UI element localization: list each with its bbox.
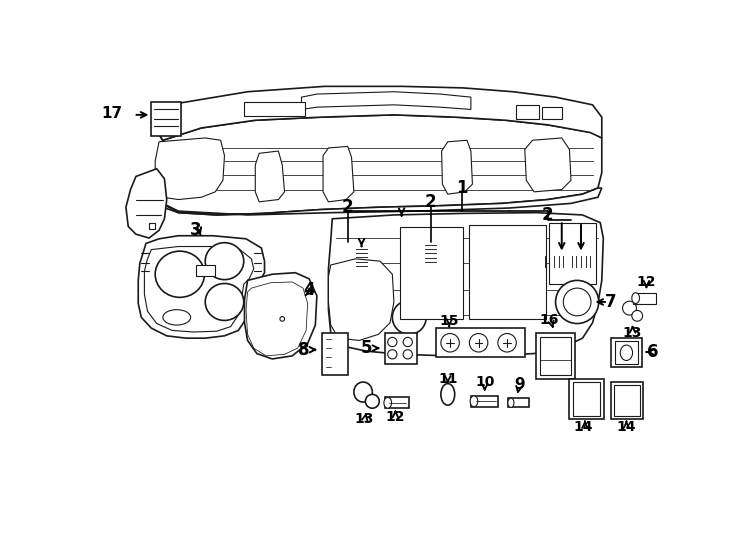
Polygon shape <box>151 86 602 140</box>
Polygon shape <box>525 138 571 192</box>
Bar <box>633 293 655 303</box>
Bar <box>537 333 575 379</box>
Bar <box>469 225 546 319</box>
Ellipse shape <box>556 280 599 323</box>
Ellipse shape <box>622 301 636 315</box>
Bar <box>614 385 640 416</box>
Ellipse shape <box>470 396 478 407</box>
Polygon shape <box>328 259 394 340</box>
Polygon shape <box>151 115 602 215</box>
FancyBboxPatch shape <box>423 242 438 265</box>
Bar <box>149 222 155 229</box>
Ellipse shape <box>388 350 397 359</box>
Ellipse shape <box>163 309 191 325</box>
FancyBboxPatch shape <box>324 363 346 371</box>
Text: 1: 1 <box>456 179 468 197</box>
Ellipse shape <box>632 310 642 321</box>
Ellipse shape <box>563 288 591 316</box>
Ellipse shape <box>388 338 397 347</box>
Polygon shape <box>255 151 285 202</box>
Bar <box>385 397 410 408</box>
Ellipse shape <box>508 398 514 408</box>
Text: 13: 13 <box>623 326 642 340</box>
Ellipse shape <box>498 334 516 352</box>
Bar <box>542 107 562 119</box>
Ellipse shape <box>354 382 372 402</box>
Ellipse shape <box>393 300 426 334</box>
Text: 14: 14 <box>573 420 593 434</box>
Polygon shape <box>442 140 473 194</box>
Bar <box>196 265 215 276</box>
Text: 8: 8 <box>298 341 310 359</box>
Ellipse shape <box>403 350 413 359</box>
Bar <box>400 226 463 319</box>
Text: 10: 10 <box>475 375 495 389</box>
Bar <box>540 336 571 375</box>
Polygon shape <box>138 236 264 338</box>
Bar <box>550 222 595 284</box>
Ellipse shape <box>206 284 244 320</box>
FancyBboxPatch shape <box>324 354 346 362</box>
Text: 2: 2 <box>342 198 354 216</box>
Bar <box>508 398 529 408</box>
FancyBboxPatch shape <box>354 246 369 269</box>
Ellipse shape <box>403 338 413 347</box>
Text: 11: 11 <box>438 372 457 386</box>
Bar <box>436 328 525 357</box>
Text: 16: 16 <box>539 313 559 327</box>
Text: 2: 2 <box>425 193 437 211</box>
Polygon shape <box>145 247 254 332</box>
Text: 14: 14 <box>617 420 636 434</box>
FancyBboxPatch shape <box>542 253 567 269</box>
Polygon shape <box>155 188 602 215</box>
Ellipse shape <box>280 316 285 321</box>
Text: 7: 7 <box>606 293 617 311</box>
Text: 4: 4 <box>303 281 315 299</box>
Text: 3: 3 <box>190 221 202 239</box>
Ellipse shape <box>441 334 459 352</box>
Bar <box>611 338 642 367</box>
Text: 12: 12 <box>385 410 405 424</box>
Bar <box>570 379 604 419</box>
Bar <box>151 102 181 137</box>
Bar <box>385 333 417 363</box>
Polygon shape <box>328 213 603 356</box>
Ellipse shape <box>632 293 639 303</box>
Ellipse shape <box>155 251 205 298</box>
Bar <box>573 382 600 416</box>
Ellipse shape <box>384 397 391 408</box>
Text: 13: 13 <box>355 412 374 426</box>
Bar <box>615 341 638 365</box>
Text: 12: 12 <box>636 275 656 289</box>
Text: 2: 2 <box>542 206 553 224</box>
Text: 5: 5 <box>361 339 373 357</box>
FancyBboxPatch shape <box>569 253 593 269</box>
Polygon shape <box>155 138 225 200</box>
FancyBboxPatch shape <box>324 345 346 353</box>
Polygon shape <box>126 168 167 238</box>
Text: 17: 17 <box>102 106 123 121</box>
Polygon shape <box>323 146 354 202</box>
Text: 15: 15 <box>440 314 459 328</box>
Bar <box>244 102 305 116</box>
Ellipse shape <box>620 345 633 361</box>
Polygon shape <box>244 273 317 359</box>
Bar <box>611 382 644 419</box>
FancyBboxPatch shape <box>324 335 346 343</box>
Text: 9: 9 <box>514 377 525 392</box>
Text: 6: 6 <box>647 343 658 361</box>
Ellipse shape <box>469 334 488 352</box>
Ellipse shape <box>206 242 244 280</box>
Ellipse shape <box>366 394 379 408</box>
Ellipse shape <box>441 383 455 405</box>
Bar <box>321 333 349 375</box>
Bar <box>515 105 539 119</box>
Bar <box>471 396 498 408</box>
Polygon shape <box>302 92 471 110</box>
